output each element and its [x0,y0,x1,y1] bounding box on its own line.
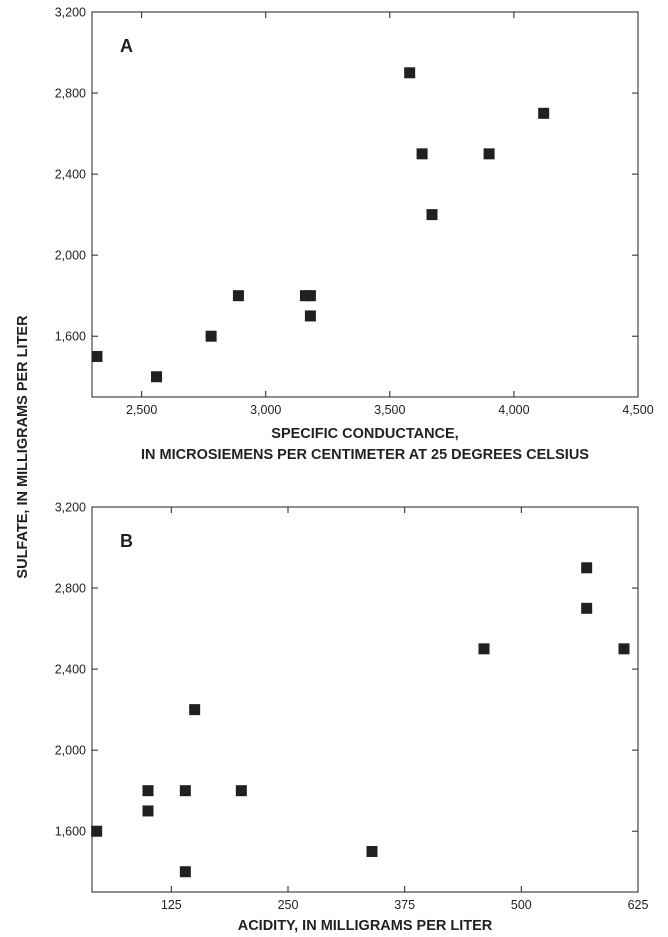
points-b [91,562,630,878]
x-tick-label-b: 625 [628,898,649,912]
y-tick-label-b: 2,800 [55,582,86,596]
y-tick-label-a: 2,400 [55,168,86,182]
x-tick-label-a: 4,000 [498,403,529,417]
data-point-a [205,330,217,342]
data-point-a [304,290,316,302]
data-point-a [304,310,316,322]
data-point-a [232,290,244,302]
x-axis-title-a-line1: SPECIFIC CONDUCTANCE, [271,426,458,442]
y-tick-label-a: 1,600 [55,330,86,344]
data-point-b [581,602,593,614]
data-point-a [538,107,550,119]
y-tick-label-a: 2,800 [55,87,86,101]
data-point-b [142,785,154,797]
plot-frame-a [91,11,639,398]
data-point-b [189,704,201,716]
scatter-panel-b: B 125 250 375 500 625 1,600 2,000 2,400 2,800 3,2… [55,501,649,935]
y-tick-label-a: 2,000 [55,249,86,263]
x-tick-label-a: 4,500 [622,403,653,417]
x-axis-title-b: ACIDITY, IN MILLIGRAMS PER LITER [238,918,493,934]
y-axis-title: SULFATE, IN MILLIGRAMS PER LITER [15,315,31,579]
data-point-a [404,67,416,79]
y-tick-label-b: 2,400 [55,663,86,677]
data-point-b [179,866,191,878]
x-tick-label-a: 3,000 [250,403,281,417]
data-point-b [366,845,378,857]
points-a [91,67,550,383]
x-tick-label-b: 375 [394,898,415,912]
data-point-b [618,643,630,655]
ticks-a: 2,500 3,000 3,500 4,000 4,500 1,600 2,000 2,400… [55,6,654,418]
data-point-a [91,350,103,362]
data-point-b [478,643,490,655]
plot-frame-b [91,506,639,893]
x-tick-label-b: 250 [278,898,299,912]
data-point-b [581,562,593,574]
ticks-b: 125 250 375 500 625 1,600 2,000 2,400 2,800 3,200 [55,501,649,913]
panel-label-a: A [120,36,133,56]
data-point-a [426,209,438,221]
y-tick-label-b: 2,000 [55,744,86,758]
data-point-b [179,785,191,797]
x-tick-label-b: 500 [511,898,532,912]
x-tick-label-a: 3,500 [374,403,405,417]
x-tick-label-a: 2,500 [126,403,157,417]
data-point-b [235,785,247,797]
data-point-a [483,148,495,160]
data-point-a [151,371,163,383]
y-tick-label-a: 3,200 [55,6,86,20]
data-point-a [416,148,428,160]
panel-label-b: B [120,531,133,551]
y-tick-label-b: 3,200 [55,501,86,515]
y-tick-label-b: 1,600 [55,825,86,839]
x-axis-title-a-line2: IN MICROSIEMENS PER CENTIMETER AT 25 DEG… [141,447,589,463]
scatter-panel-a: A 2,500 3,000 3,500 4,000 4,500 1,600 2,000 2,4… [55,6,654,464]
x-tick-label-b: 125 [161,898,182,912]
data-point-b [142,805,154,817]
data-point-b [91,825,103,837]
